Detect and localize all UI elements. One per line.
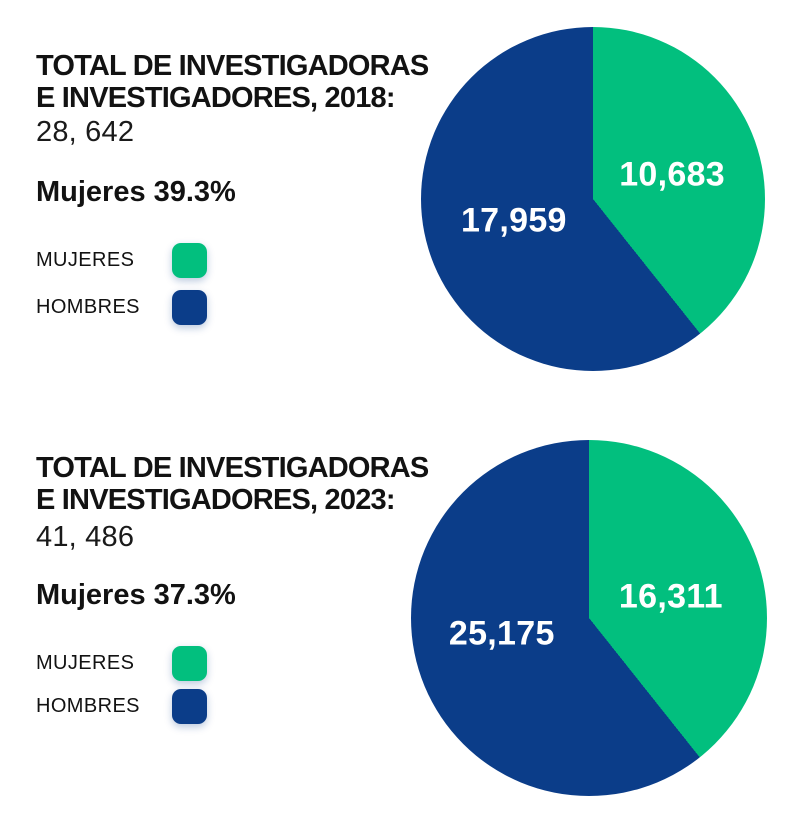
slice-label-mujeres-2023: 16,311 <box>618 577 723 616</box>
section-title-line2: E INVESTIGADORES, 2023: <box>36 484 396 516</box>
pie-chart-2018: 10,683 17,959 <box>421 27 765 371</box>
slice-label-hombres-2018: 17,959 <box>460 201 567 240</box>
women-share-pct: 37.3% <box>153 579 236 611</box>
legend-label-mujeres: MUJERES <box>36 651 135 674</box>
women-share-2023: Mujeres 37.3% <box>36 579 236 612</box>
legend-label-hombres: HOMBRES <box>36 295 140 318</box>
hombres-color-swatch-icon <box>172 289 207 325</box>
legend-row-mujeres-2023: MUJERES <box>36 645 207 681</box>
section-title-line1: TOTAL DE INVESTIGADORAS <box>36 50 429 82</box>
total-value-2023: 41, 486 <box>36 521 135 553</box>
legend-row-hombres-2023: HOMBRES <box>36 688 207 724</box>
slice-label-hombres-2023: 25,175 <box>448 614 555 653</box>
legend-row-hombres-2018: HOMBRES <box>36 289 207 325</box>
women-share-pct: 39.3% <box>153 176 236 208</box>
total-value-2018: 28, 642 <box>36 116 135 148</box>
legend-label-hombres: HOMBRES <box>36 694 140 717</box>
mujeres-color-swatch-icon <box>172 242 207 278</box>
section-title-2023: TOTAL DE INVESTIGADORAS E INVESTIGADORES… <box>36 452 429 516</box>
section-title-2018: TOTAL DE INVESTIGADORAS E INVESTIGADORES… <box>36 50 429 114</box>
mujeres-color-swatch-icon <box>172 645 207 681</box>
legend-row-mujeres-2018: MUJERES <box>36 242 207 278</box>
women-share-word: Mujeres <box>36 176 146 208</box>
women-share-word: Mujeres <box>36 579 146 611</box>
pie-chart-2023: 16,311 25,175 <box>411 440 767 796</box>
women-share-2018: Mujeres 39.3% <box>36 176 236 209</box>
hombres-color-swatch-icon <box>172 688 207 724</box>
section-title-line2: E INVESTIGADORES, 2018: <box>36 82 396 114</box>
section-title-line1: TOTAL DE INVESTIGADORAS <box>36 452 429 484</box>
legend-label-mujeres: MUJERES <box>36 248 135 271</box>
slice-label-mujeres-2018: 10,683 <box>619 155 726 194</box>
